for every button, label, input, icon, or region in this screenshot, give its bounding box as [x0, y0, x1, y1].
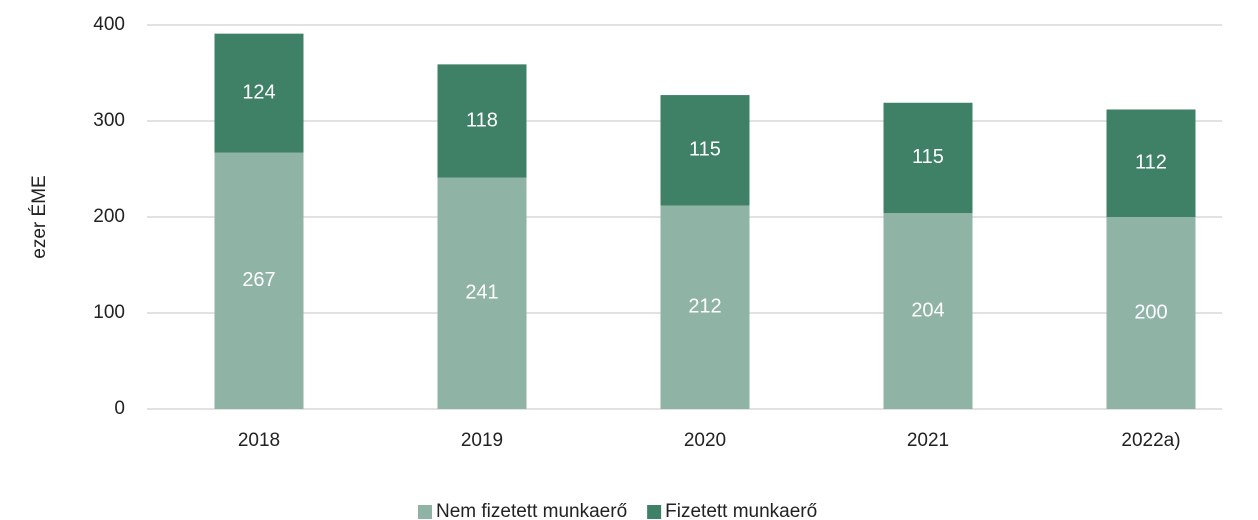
y-tick-label: 100 — [93, 302, 125, 323]
bar-segment — [660, 95, 750, 206]
bar-segment — [883, 102, 973, 214]
data-label: 115 — [689, 139, 721, 161]
bar-segment — [437, 64, 527, 178]
x-tick-label: 2021 — [907, 430, 949, 451]
bar-segment — [660, 205, 750, 409]
data-label: 124 — [242, 81, 275, 103]
y-axis-label: ezer ÉME — [29, 175, 50, 258]
data-label: 267 — [242, 269, 275, 291]
data-label: 112 — [1135, 152, 1167, 174]
legend-swatch — [647, 505, 662, 519]
data-label: 115 — [912, 146, 944, 168]
data-label: 204 — [911, 299, 944, 321]
x-tick-label: 2018 — [238, 430, 280, 451]
legend-swatch — [418, 505, 432, 519]
x-tick-label: 2019 — [461, 430, 503, 451]
data-label: 118 — [466, 109, 498, 131]
data-label: 200 — [1134, 301, 1167, 323]
bar-segment — [214, 33, 304, 153]
bar-segment — [883, 213, 973, 409]
bar-segment — [1106, 217, 1196, 409]
y-tick-label: 400 — [93, 14, 125, 35]
y-tick-label: 200 — [93, 206, 125, 227]
legend-label: Nem fizetett munkaerő — [436, 501, 627, 520]
bar-segment — [1106, 109, 1196, 217]
x-tick-label: 2022a) — [1121, 430, 1180, 451]
bar-segment — [214, 152, 304, 409]
x-tick-label: 2020 — [684, 430, 726, 451]
bar-segment — [437, 177, 527, 409]
y-tick-label: 0 — [114, 398, 125, 419]
data-label: 212 — [688, 296, 721, 318]
data-label: 241 — [465, 282, 498, 304]
legend-label: Fizetett munkaerő — [665, 501, 817, 520]
y-tick-label: 300 — [93, 110, 125, 131]
